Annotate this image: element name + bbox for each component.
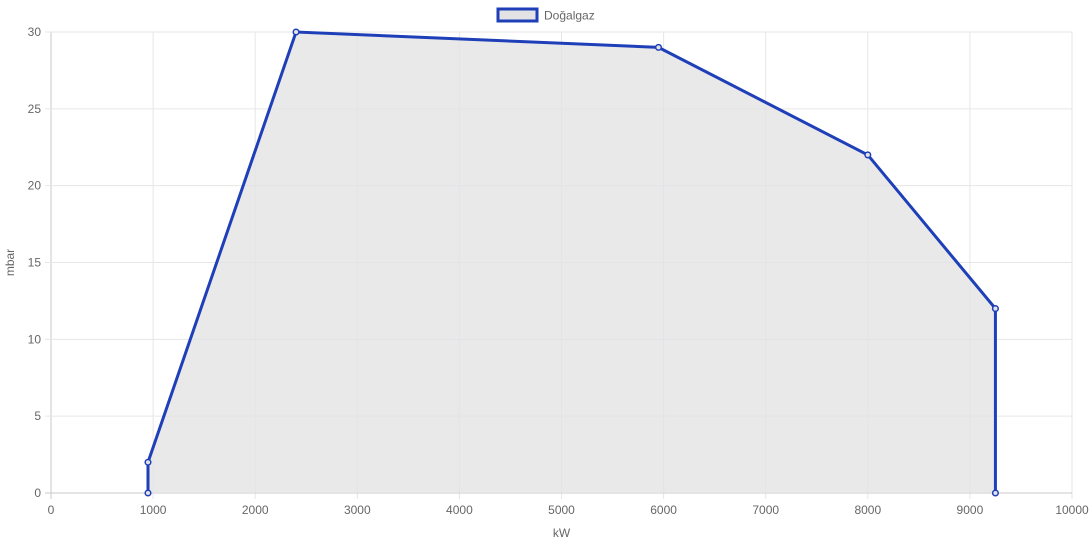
x-tick-label: 7000: [752, 503, 779, 517]
x-tick-label: 8000: [854, 503, 881, 517]
x-tick-label: 10000: [1055, 503, 1089, 517]
data-point[interactable]: [991, 305, 999, 313]
y-tick-label: 15: [28, 256, 42, 270]
data-point[interactable]: [144, 458, 152, 466]
y-tick-label: 0: [34, 486, 41, 500]
data-point[interactable]: [144, 489, 152, 497]
x-tick-label: 3000: [344, 503, 371, 517]
data-point[interactable]: [654, 43, 663, 51]
axes: 0 1000 2000 3000 4000 5000 6000 7000 8000 9000 100…: [28, 25, 1089, 517]
y-tick-label: 20: [28, 179, 42, 193]
x-tick-label: 0: [48, 503, 55, 517]
y-tick-label: 10: [28, 332, 42, 346]
x-tick-label: 1000: [140, 503, 167, 517]
x-tick-label: 9000: [957, 503, 984, 517]
legend-swatch[interactable]: [496, 7, 539, 23]
y-tick-label: 25: [28, 102, 42, 116]
data-point[interactable]: [991, 489, 999, 497]
data-point[interactable]: [864, 151, 872, 159]
data-point[interactable]: [292, 28, 300, 36]
x-tick-label: 6000: [650, 503, 677, 517]
x-axis-title: kW: [553, 526, 571, 540]
x-tick-label: 4000: [446, 503, 473, 517]
legend-label[interactable]: Doğalgaz: [544, 9, 595, 23]
y-tick-label: 30: [28, 25, 42, 39]
series-area: [147, 32, 996, 493]
y-axis-title: mbar: [3, 249, 17, 276]
legend[interactable]: Doğalgaz: [496, 7, 595, 23]
y-tick-label: 5: [34, 409, 41, 423]
series-layer: [144, 28, 999, 497]
x-tick-label: 2000: [242, 503, 269, 517]
x-tick-label: 5000: [548, 503, 575, 517]
